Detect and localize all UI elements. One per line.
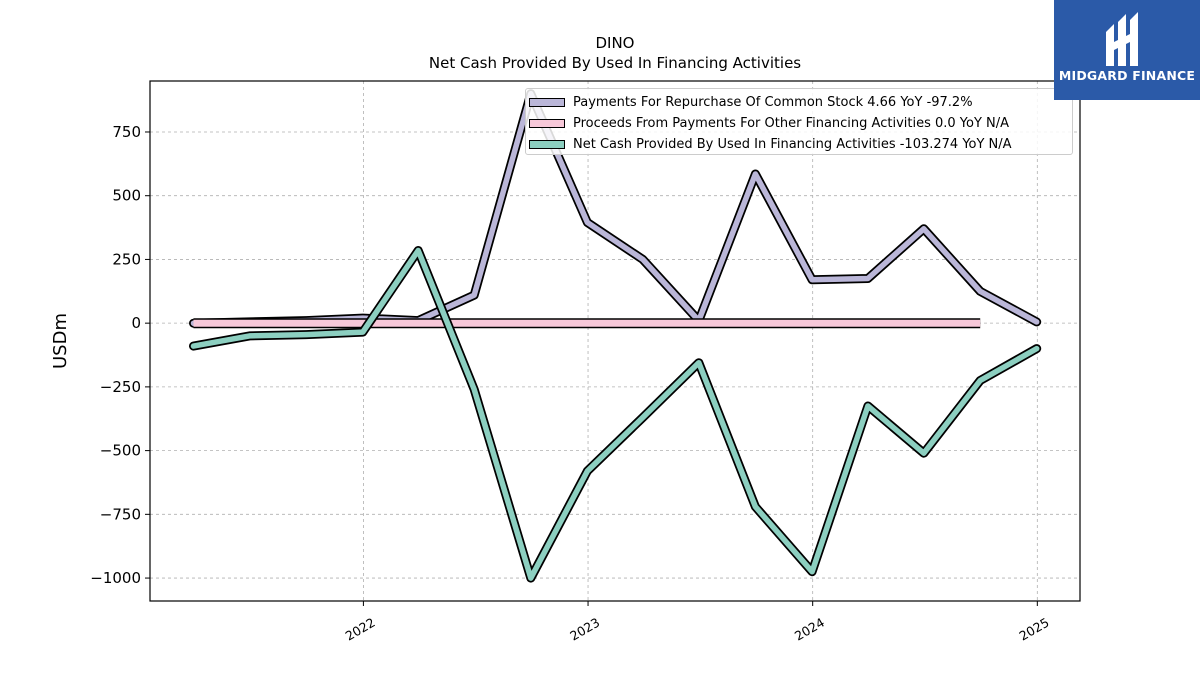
chart-subtitle: Net Cash Provided By Used In Financing A… (429, 54, 801, 72)
chart-legend: Payments For Repurchase Of Common Stock … (525, 88, 1073, 155)
x-tick-label: 2025 (1017, 615, 1052, 644)
plot-frame (149, 80, 1081, 602)
legend-item-repurchase: Payments For Repurchase Of Common Stock … (526, 92, 1072, 113)
logo-text: MIDGARD FINANCE (1058, 68, 1196, 83)
grid-lines (150, 81, 1080, 601)
axis-ticks: 750 500 250 0 −250 −500 −750 −1000 2022 2023 2024 2… (90, 123, 1051, 644)
x-tick-label: 2022 (343, 615, 378, 644)
legend-item-other-financing: Proceeds From Payments For Other Financi… (526, 113, 1072, 134)
series-layer (189, 89, 1042, 583)
y-tick-label: 500 (112, 187, 141, 205)
legend-swatch-other-financing (529, 119, 565, 128)
midgard-finance-logo: MIDGARD FINANCE (1054, 0, 1200, 100)
series-stroke (190, 247, 1040, 581)
y-tick-label: −500 (100, 442, 141, 460)
y-tick-label: −1000 (90, 569, 141, 587)
y-tick-label: 750 (112, 123, 141, 141)
series-net-financing-line (189, 246, 1042, 583)
x-tick-label: 2024 (792, 615, 827, 644)
legend-label-other-financing: Proceeds From Payments For Other Financi… (573, 116, 1010, 131)
series-outline (189, 246, 1042, 583)
legend-swatch-net-financing (529, 140, 565, 149)
y-tick-label: −750 (100, 505, 141, 523)
chart-title: DINO (595, 34, 634, 52)
y-axis-label: USDm (50, 313, 71, 369)
legend-swatch-repurchase (529, 98, 565, 107)
legend-label-repurchase: Payments For Repurchase Of Common Stock … (573, 95, 973, 110)
logo-mark-icon (1106, 12, 1138, 66)
y-tick-label: 250 (112, 250, 141, 268)
y-tick-label: 0 (131, 314, 141, 332)
y-tick-label: −250 (100, 378, 141, 396)
legend-label-net-financing: Net Cash Provided By Used In Financing A… (573, 137, 1012, 152)
x-tick-label: 2023 (567, 615, 602, 644)
legend-item-net-financing: Net Cash Provided By Used In Financing A… (526, 134, 1072, 155)
